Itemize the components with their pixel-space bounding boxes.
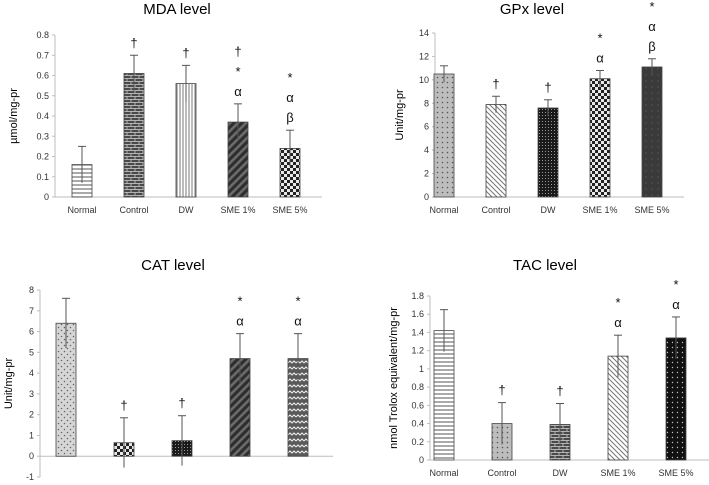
y-tick-label: 3 (29, 389, 34, 399)
tac-chart: TAC level nmol Trolox equivalent/mg-pr 0 0.… (388, 257, 709, 478)
significance-mark: α (294, 314, 302, 329)
y-tick-label: 0.7 (36, 50, 49, 60)
y-axis-label: µmol/mg-pr (8, 88, 20, 144)
y-tick-label: 0 (424, 192, 429, 202)
x-tick-label: Control (119, 205, 148, 215)
bar-sme-1- (589, 78, 611, 198)
y-tick-label: 0 (44, 192, 49, 202)
bar-sme-5- (641, 66, 663, 198)
y-tick-label: 1 (29, 430, 34, 440)
y-tick-label: 0.2 (36, 152, 49, 162)
y-axis-label: nmol Trolox equivalent/mg-pr (388, 307, 400, 449)
significance-mark: † (544, 80, 551, 95)
significance-mark: α (286, 90, 294, 105)
significance-mark: * (597, 30, 602, 45)
y-tick-label: 4 (424, 145, 429, 155)
bar-dw (537, 107, 559, 198)
y-tick-label: 6 (29, 327, 34, 337)
significance-mark: † (492, 76, 499, 91)
y-tick-label: 7 (29, 306, 34, 316)
y-tick-label: 0 (419, 455, 424, 465)
y-tick-label: 1.6 (411, 309, 424, 319)
y-tick-label: 0.4 (411, 419, 424, 429)
gpx-chart: GPx level Unit/mg-pr 0 2 4 6 8 10 12 14 Normal † Con… (394, 0, 684, 215)
significance-mark: † (120, 398, 127, 413)
x-tick-label: SME 1% (582, 205, 617, 215)
x-tick-label: Control (481, 205, 510, 215)
x-tick-label: SME 5% (634, 205, 669, 215)
significance-mark: † (130, 35, 137, 50)
y-tick-label: 10 (419, 75, 429, 85)
significance-mark: β (286, 110, 293, 125)
y-tick-label: 0.3 (36, 131, 49, 141)
significance-mark: α (236, 314, 244, 329)
bar-control (485, 104, 507, 198)
y-tick-label: -1 (26, 472, 34, 482)
mda-chart: MDA level µmol/mg-pr 0 0.1 0.2 0.3 0.4 0.5 0.6 0.… (8, 1, 322, 215)
x-tick-label: Normal (67, 205, 96, 215)
chart-title: TAC level (513, 257, 577, 274)
y-tick-label: 1.8 (411, 291, 424, 301)
y-tick-label: 6 (424, 122, 429, 132)
y-tick-label: 8 (424, 98, 429, 108)
x-tick-label: Normal (429, 205, 458, 215)
y-axis-label: Unit/mg-pr (394, 89, 406, 141)
x-tick-label: SME 5% (272, 205, 307, 215)
y-tick-label: 0.8 (36, 30, 49, 40)
y-tick-label: 4 (29, 368, 34, 378)
y-tick-label: 1.4 (411, 327, 424, 337)
significance-mark: * (649, 0, 654, 14)
bar-normal (433, 73, 455, 198)
cat-chart: CAT levelUnit/mg-pr-1012345678Normal†Con… (3, 257, 333, 482)
significance-mark: α (234, 84, 242, 99)
significance-mark: β (648, 39, 655, 54)
significance-mark: α (596, 50, 604, 65)
significance-mark: † (178, 396, 185, 411)
y-tick-label: 5 (29, 347, 34, 357)
y-tick-label: 0.8 (411, 382, 424, 392)
x-tick-label: DW (541, 205, 556, 215)
y-tick-label: 2 (424, 169, 429, 179)
x-tick-label: SME 5% (658, 468, 693, 478)
significance-mark: * (235, 64, 240, 79)
y-tick-label: 12 (419, 51, 429, 61)
y-tick-label: 0.2 (411, 437, 424, 447)
y-tick-label: 0.5 (36, 91, 49, 101)
y-tick-label: 0 (29, 451, 34, 461)
significance-mark: * (287, 70, 292, 85)
significance-mark: † (498, 383, 505, 398)
significance-mark: * (237, 294, 242, 309)
x-tick-label: DW (553, 468, 568, 478)
y-tick-label: 0.6 (36, 71, 49, 81)
y-tick-label: 1.2 (411, 346, 424, 356)
y-tick-label: 1 (419, 364, 424, 374)
y-tick-label: 0.1 (36, 172, 49, 182)
chart-title: GPx level (500, 1, 564, 18)
significance-mark: α (648, 19, 656, 34)
y-tick-label: 14 (419, 28, 429, 38)
significance-mark: * (673, 277, 678, 292)
significance-mark: * (295, 294, 300, 309)
y-tick-label: 8 (29, 285, 34, 295)
significance-mark: † (556, 384, 563, 399)
bar-control (123, 73, 145, 198)
chart-title: MDA level (143, 1, 211, 18)
significance-mark: † (182, 45, 189, 60)
x-tick-label: Control (487, 468, 516, 478)
chart-title: CAT level (141, 257, 205, 274)
y-axis-label: Unit/mg-pr (3, 357, 15, 409)
x-tick-label: Normal (429, 468, 458, 478)
significance-mark: α (614, 315, 622, 330)
significance-mark: * (615, 295, 620, 310)
y-tick-label: 2 (29, 410, 34, 420)
significance-mark: † (234, 44, 241, 59)
x-tick-label: SME 1% (220, 205, 255, 215)
x-tick-label: SME 1% (600, 468, 635, 478)
y-tick-label: 0.6 (411, 400, 424, 410)
y-tick-label: 0.4 (36, 111, 49, 121)
x-tick-label: DW (179, 205, 194, 215)
significance-mark: α (672, 297, 680, 312)
